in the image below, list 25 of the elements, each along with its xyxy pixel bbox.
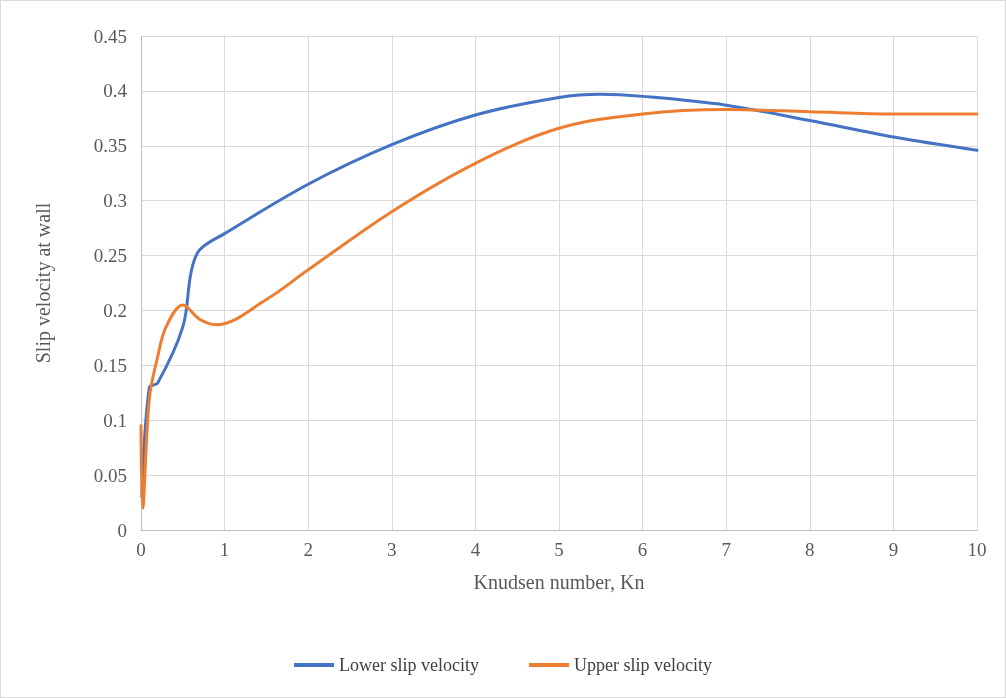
- x-tick-label: 5: [554, 539, 564, 560]
- x-tick-label: 10: [967, 539, 987, 560]
- y-tick-label: 0.3: [103, 190, 127, 212]
- x-tick-label: 6: [637, 539, 648, 560]
- x-tick-label: 4: [470, 539, 481, 560]
- x-tick-label: 1: [219, 539, 230, 560]
- y-tick-label: 0.35: [93, 135, 127, 157]
- y-tick-label: 0.2: [103, 299, 127, 321]
- x-axis-title: Knudsen number, Kn: [473, 571, 645, 593]
- y-axis-title: Slip velocity at wall: [32, 202, 55, 364]
- x-tick-label: 8: [805, 539, 815, 560]
- x-tick-label: 3: [387, 539, 397, 560]
- y-tick-label: 0.25: [93, 245, 127, 267]
- y-tick-label: 0.15: [93, 354, 127, 376]
- legend-label: Lower slip velocity: [339, 655, 479, 675]
- x-tick-label: 2: [303, 539, 313, 560]
- x-tick-label: 7: [721, 539, 731, 560]
- y-tick-label: 0.45: [93, 25, 127, 47]
- x-tick-label: 0: [136, 539, 146, 560]
- y-tick-label: 0: [117, 519, 127, 541]
- legend-label: Upper slip velocity: [574, 655, 712, 675]
- y-tick-label: 0.1: [103, 409, 127, 431]
- y-tick-label: 0.4: [103, 80, 128, 102]
- x-tick-label: 9: [888, 539, 899, 560]
- y-tick-label: 0.05: [93, 464, 127, 486]
